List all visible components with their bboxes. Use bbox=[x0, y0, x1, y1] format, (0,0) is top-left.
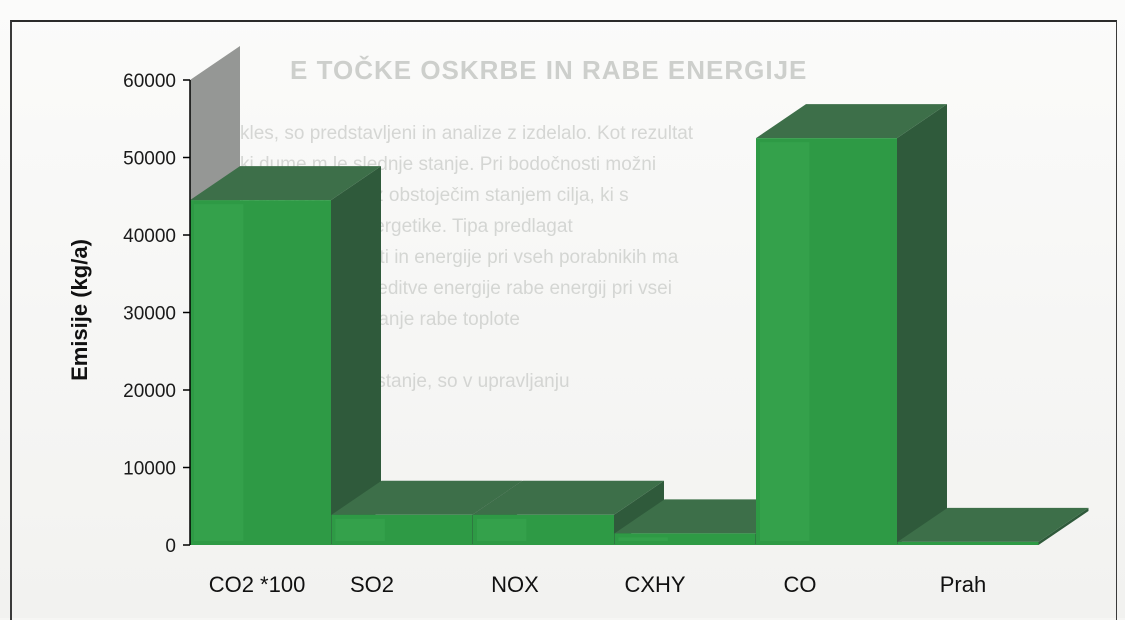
x-category-label: NOX bbox=[491, 572, 539, 597]
y-tick-label: 10000 bbox=[123, 459, 176, 480]
y-tick-label: 60000 bbox=[123, 71, 176, 92]
bar-highlight bbox=[335, 518, 385, 541]
y-tick-labels: 0 10000 20000 30000 40000 50000 60000 bbox=[123, 71, 176, 557]
bar-highlight bbox=[477, 518, 527, 541]
x-category-label: SO2 bbox=[350, 572, 394, 597]
bar-side bbox=[897, 104, 947, 545]
x-category-labels: CO2 *100 SO2 NOX CXHY CO Prah bbox=[209, 572, 987, 597]
bar-side bbox=[1038, 507, 1089, 545]
bar-side bbox=[331, 166, 381, 545]
y-tick-label: 50000 bbox=[123, 149, 176, 170]
y-axis-label: Emisije (kg/a) bbox=[67, 239, 92, 381]
x-category-label: CXHY bbox=[624, 572, 685, 597]
y-tick-label: 20000 bbox=[123, 381, 176, 402]
bar-top bbox=[897, 507, 1089, 542]
bar-top bbox=[331, 480, 523, 515]
y-tick-label: 30000 bbox=[123, 304, 176, 325]
bar bbox=[614, 533, 756, 545]
bar-highlight bbox=[194, 204, 244, 541]
bar-top bbox=[473, 480, 664, 515]
x-category-label: Prah bbox=[940, 572, 986, 597]
bar bbox=[756, 138, 897, 545]
bar-highlight bbox=[618, 537, 668, 541]
bar bbox=[331, 514, 473, 545]
bar bbox=[473, 514, 614, 545]
bar-top bbox=[190, 166, 381, 201]
chart-frame bbox=[10, 20, 1117, 620]
bar-highlight bbox=[760, 142, 810, 541]
y-tick-label: 40000 bbox=[123, 226, 176, 247]
x-category-label: CO2 *100 bbox=[209, 572, 306, 597]
x-category-label: CO bbox=[784, 572, 817, 597]
bar-top bbox=[756, 104, 947, 139]
bar bbox=[897, 541, 1039, 545]
bar bbox=[190, 200, 331, 545]
bars-group bbox=[190, 104, 1089, 545]
axes-group bbox=[183, 79, 191, 546]
y-tick-label: 0 bbox=[165, 536, 176, 557]
